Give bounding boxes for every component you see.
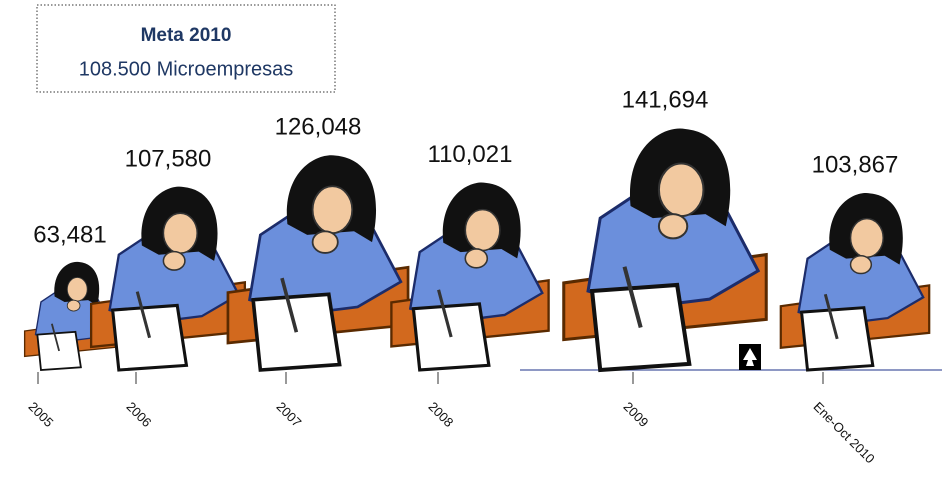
value-label: 141,694 bbox=[622, 86, 709, 113]
pencil bbox=[280, 277, 299, 333]
hand bbox=[66, 299, 81, 312]
face bbox=[657, 162, 705, 218]
paper bbox=[110, 303, 189, 372]
x-tick-label: 2008 bbox=[425, 399, 456, 430]
value-label: 63,481 bbox=[33, 222, 106, 249]
face bbox=[66, 277, 88, 302]
x-tick-label: Ene-Oct 2010 bbox=[810, 399, 877, 466]
x-tick-label: 2007 bbox=[273, 399, 304, 430]
hand bbox=[311, 230, 339, 254]
pencil bbox=[437, 289, 453, 338]
face bbox=[464, 208, 501, 252]
face bbox=[849, 217, 884, 258]
figure bbox=[779, 193, 931, 372]
hand bbox=[162, 250, 186, 271]
x-tick-label: 2005 bbox=[25, 399, 56, 430]
annotation-text: 108.500 Microempresas bbox=[79, 58, 294, 80]
value-label: 110,021 bbox=[428, 141, 513, 168]
annotation-title: Meta 2010 bbox=[141, 25, 232, 46]
pencil bbox=[50, 323, 60, 352]
icon bbox=[739, 344, 761, 370]
face bbox=[311, 185, 354, 235]
hand bbox=[464, 248, 489, 269]
figure bbox=[390, 182, 550, 372]
figure bbox=[226, 155, 410, 372]
x-tick-label: 2006 bbox=[123, 399, 154, 430]
value-label: 126,048 bbox=[275, 113, 362, 140]
figure bbox=[562, 128, 768, 373]
figure bbox=[89, 186, 247, 372]
pencil bbox=[135, 291, 152, 339]
paper bbox=[799, 306, 875, 372]
pencil bbox=[622, 266, 643, 329]
value-label: 107,580 bbox=[125, 145, 212, 172]
paper bbox=[36, 330, 82, 371]
x-tick-label: 2009 bbox=[620, 399, 651, 430]
face bbox=[162, 212, 198, 254]
pencil bbox=[823, 293, 839, 340]
value-label: 103,867 bbox=[812, 152, 899, 179]
hand bbox=[849, 254, 873, 275]
hand bbox=[657, 213, 689, 240]
